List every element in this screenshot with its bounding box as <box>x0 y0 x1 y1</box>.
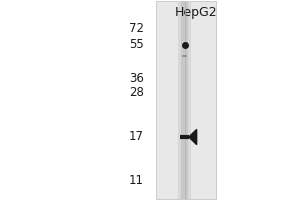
Text: 17: 17 <box>129 130 144 144</box>
Bar <box>156 1 216 199</box>
Text: 36: 36 <box>129 72 144 86</box>
Text: HepG2: HepG2 <box>175 6 218 19</box>
Text: 28: 28 <box>129 86 144 99</box>
Text: 72: 72 <box>129 22 144 36</box>
Bar <box>178 1 191 199</box>
Bar <box>181 1 188 199</box>
Text: 55: 55 <box>129 38 144 51</box>
Polygon shape <box>189 129 197 145</box>
Text: 11: 11 <box>129 173 144 186</box>
